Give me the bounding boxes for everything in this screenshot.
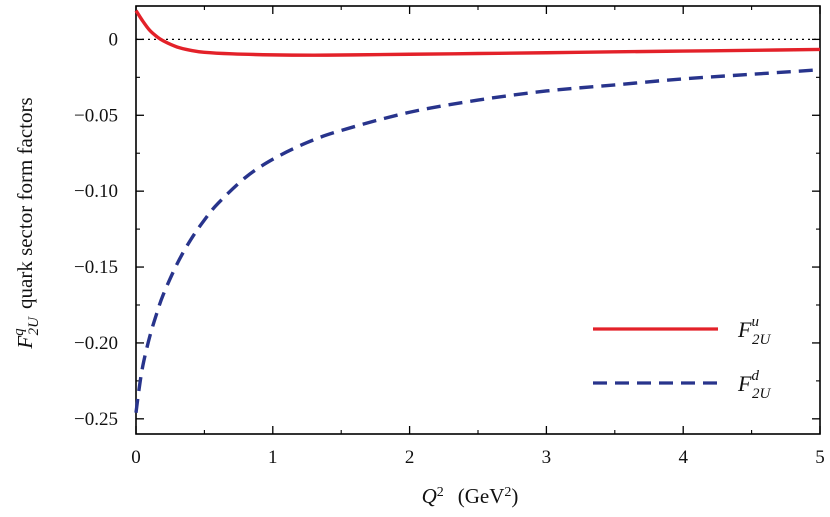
series-line-u [134, 9, 821, 57]
x-tick-label: 2 [405, 447, 415, 468]
series-line-d [134, 68, 821, 413]
series-layer [134, 9, 821, 413]
y-axis-title: Fq2Uquark sector form factors [11, 97, 42, 349]
legend: Fu 2U Fd 2U [593, 314, 771, 402]
y-tick-label: 0 [109, 29, 119, 50]
y-tick-label: −0.15 [74, 257, 118, 278]
y-tick-labels: 0 −0.05 −0.10 −0.15 −0.20 −0.25 [74, 29, 118, 429]
y-tick-label: −0.20 [74, 333, 118, 354]
x-tick-label: 0 [131, 447, 141, 468]
x-tick-labels: 0 1 2 3 4 5 [131, 447, 825, 468]
legend-entry-d: Fd 2U [593, 368, 771, 402]
legend-entry-u: Fu 2U [593, 314, 771, 348]
plot-frame [135, 5, 821, 435]
x-tick-label: 3 [542, 447, 552, 468]
x-axis-title: Q2 (GeV2) [422, 484, 519, 508]
y-tick-label: −0.10 [74, 181, 118, 202]
x-tick-label: 1 [268, 447, 278, 468]
x-tick-label: 5 [815, 447, 825, 468]
y-tick-label: −0.25 [74, 409, 118, 430]
legend-label-d: Fd 2U [737, 368, 771, 402]
x-tick-label: 4 [678, 447, 688, 468]
legend-label-u: Fu 2U [737, 314, 771, 348]
y-tick-label: −0.05 [74, 105, 118, 126]
axis-ticks [135, 6, 821, 434]
